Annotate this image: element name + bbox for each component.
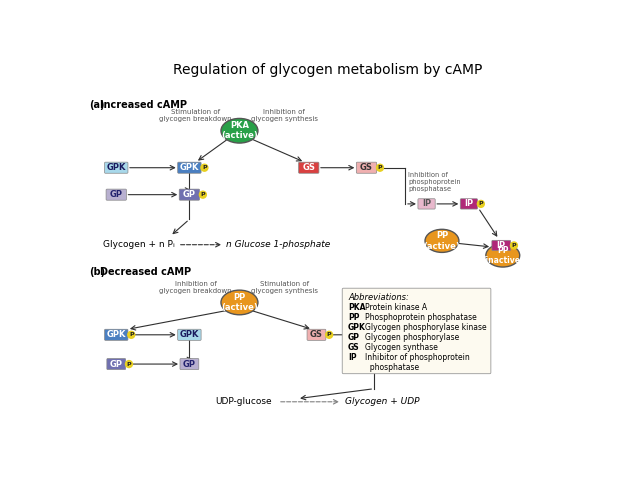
Text: Glycogen phosphorylase kinase: Glycogen phosphorylase kinase bbox=[365, 323, 486, 332]
Text: Regulation of glycogen metabolism by cAMP: Regulation of glycogen metabolism by cAM… bbox=[173, 63, 483, 77]
Text: GPK: GPK bbox=[348, 323, 366, 332]
Text: GPK: GPK bbox=[107, 330, 126, 339]
Text: GS: GS bbox=[368, 330, 381, 339]
Circle shape bbox=[125, 360, 132, 368]
Circle shape bbox=[201, 164, 208, 171]
FancyBboxPatch shape bbox=[104, 329, 128, 340]
Text: PP
(active): PP (active) bbox=[424, 231, 460, 251]
Text: GPK: GPK bbox=[180, 330, 199, 339]
Text: GP: GP bbox=[183, 190, 196, 199]
Text: GS: GS bbox=[302, 163, 315, 172]
Text: Stimulation of
glycogen breakdown: Stimulation of glycogen breakdown bbox=[159, 109, 232, 122]
Text: P: P bbox=[129, 332, 134, 337]
Text: Inhibition of
phosphoprotein
phosphatase: Inhibition of phosphoprotein phosphatase bbox=[408, 172, 461, 192]
Ellipse shape bbox=[221, 290, 258, 315]
Text: PP
(inactive): PP (inactive) bbox=[482, 246, 524, 265]
Text: GP: GP bbox=[348, 333, 360, 342]
Text: (b): (b) bbox=[90, 267, 106, 276]
Text: Inhibition of
glycogen breakdown: Inhibition of glycogen breakdown bbox=[159, 280, 232, 294]
Text: P: P bbox=[200, 192, 205, 197]
FancyBboxPatch shape bbox=[180, 359, 199, 370]
Text: IP: IP bbox=[497, 241, 506, 250]
Text: IP: IP bbox=[465, 199, 474, 208]
Text: Increased cAMP: Increased cAMP bbox=[100, 100, 187, 110]
FancyBboxPatch shape bbox=[104, 162, 128, 173]
Text: Phosphoprotein phosphatase: Phosphoprotein phosphatase bbox=[365, 313, 477, 322]
Circle shape bbox=[477, 201, 484, 207]
Ellipse shape bbox=[486, 244, 520, 267]
Text: P: P bbox=[479, 202, 483, 206]
Text: GS: GS bbox=[310, 330, 323, 339]
FancyBboxPatch shape bbox=[492, 240, 511, 251]
Text: Glycogen phosphorylase: Glycogen phosphorylase bbox=[365, 333, 460, 342]
Text: Abbreviations:: Abbreviations: bbox=[348, 293, 409, 302]
FancyBboxPatch shape bbox=[418, 199, 435, 209]
Text: Glycogen + n P: Glycogen + n P bbox=[103, 240, 173, 249]
Text: GPK: GPK bbox=[180, 163, 199, 172]
FancyBboxPatch shape bbox=[179, 189, 200, 200]
Circle shape bbox=[326, 331, 333, 338]
Text: PP: PP bbox=[348, 313, 360, 322]
Text: GS: GS bbox=[348, 343, 360, 352]
FancyBboxPatch shape bbox=[356, 162, 377, 173]
Text: (a): (a) bbox=[90, 100, 105, 110]
FancyBboxPatch shape bbox=[299, 162, 319, 173]
Text: Inhibition of
glycogen synthesis: Inhibition of glycogen synthesis bbox=[251, 109, 317, 122]
Text: P: P bbox=[327, 332, 332, 337]
Text: IP: IP bbox=[422, 199, 431, 208]
Circle shape bbox=[511, 242, 517, 249]
Text: GPK: GPK bbox=[107, 163, 126, 172]
Text: UDP-glucose: UDP-glucose bbox=[215, 397, 271, 406]
Text: IP: IP bbox=[348, 353, 356, 362]
Circle shape bbox=[128, 331, 135, 338]
Text: P: P bbox=[202, 165, 207, 170]
Text: P: P bbox=[511, 243, 516, 248]
Circle shape bbox=[200, 191, 206, 198]
Text: P: P bbox=[378, 165, 382, 170]
Text: GS: GS bbox=[360, 163, 373, 172]
FancyBboxPatch shape bbox=[364, 329, 385, 340]
Text: Decreased cAMP: Decreased cAMP bbox=[100, 267, 191, 276]
FancyBboxPatch shape bbox=[460, 199, 477, 209]
Text: Protein kinase A: Protein kinase A bbox=[365, 303, 427, 312]
Text: GP: GP bbox=[183, 360, 196, 369]
Ellipse shape bbox=[425, 229, 459, 252]
Text: Stimulation of
glycogen synthesis: Stimulation of glycogen synthesis bbox=[251, 280, 317, 294]
Text: PP
(active): PP (active) bbox=[221, 293, 258, 312]
Text: n Glucose 1-phosphate: n Glucose 1-phosphate bbox=[227, 240, 331, 249]
FancyBboxPatch shape bbox=[307, 329, 326, 340]
Text: Glycogen + UDP: Glycogen + UDP bbox=[345, 397, 419, 406]
Text: Inhibitor of phosphoprotein: Inhibitor of phosphoprotein bbox=[365, 353, 470, 362]
Text: PKA
(active): PKA (active) bbox=[221, 121, 258, 141]
Text: Glycogen synthase: Glycogen synthase bbox=[365, 343, 438, 352]
Text: PKA: PKA bbox=[348, 303, 365, 312]
FancyBboxPatch shape bbox=[178, 329, 201, 340]
Ellipse shape bbox=[221, 119, 258, 143]
FancyBboxPatch shape bbox=[178, 162, 201, 173]
FancyBboxPatch shape bbox=[107, 359, 125, 370]
Text: GP: GP bbox=[109, 360, 123, 369]
Text: phosphatase: phosphatase bbox=[365, 363, 419, 372]
Text: P: P bbox=[127, 361, 131, 367]
FancyBboxPatch shape bbox=[342, 288, 491, 374]
Text: i: i bbox=[172, 243, 174, 248]
FancyBboxPatch shape bbox=[106, 189, 127, 200]
Circle shape bbox=[376, 164, 383, 171]
Text: GP: GP bbox=[109, 190, 123, 199]
